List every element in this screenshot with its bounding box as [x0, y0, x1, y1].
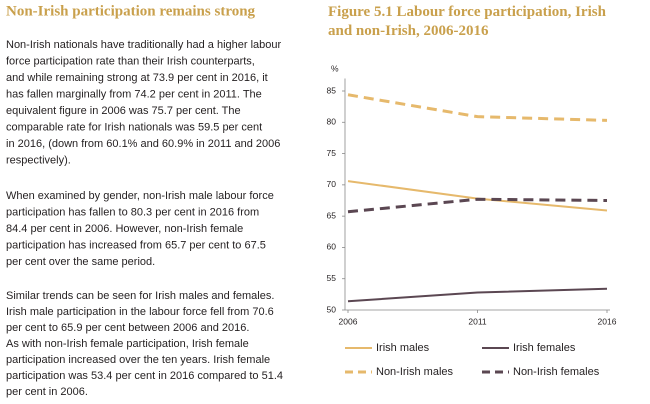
- y-tick-label: 70: [327, 179, 337, 189]
- body-line: comparable rate for Irish nationals was …: [6, 121, 262, 133]
- body-line: per cent to 65.9 per cent between 2006 a…: [6, 322, 249, 334]
- body-line: participation has increased from 65.7 pe…: [6, 239, 266, 251]
- series-line: [347, 287, 608, 303]
- series-line: [347, 197, 608, 214]
- body-line: in 2016, (down from 60.1% and 60.9% in 2…: [6, 138, 280, 150]
- legend-label: Non-Irish males: [376, 366, 454, 378]
- y-axis-label: %: [331, 63, 339, 73]
- y-tick-label: 60: [327, 242, 337, 252]
- y-tick-label: 50: [327, 304, 337, 314]
- legend-label: Non-Irish females: [513, 366, 600, 378]
- y-tick-label: 80: [327, 117, 337, 127]
- body-line: participation was 53.4 per cent in 2016 …: [6, 370, 283, 382]
- series-line: [347, 93, 608, 122]
- y-tick-label: 65: [327, 210, 337, 220]
- body-line: participation has fallen to 80.3 per cen…: [6, 206, 259, 218]
- body-line: force participation rate than their Iris…: [6, 55, 255, 67]
- body-line: When examined by gender, non-Irish male …: [6, 190, 274, 202]
- body-line: has fallen marginally from 74.2 per cent…: [6, 88, 262, 100]
- body-line: Similar trends can be seen for Irish mal…: [6, 290, 274, 302]
- legend-label: Irish males: [376, 342, 430, 354]
- body-line: As with non-Irish female participation, …: [6, 338, 249, 350]
- body-line: respectively).: [6, 154, 71, 166]
- body-line: per cent in 2006.: [6, 386, 88, 398]
- x-tick-label: 2016: [598, 316, 617, 326]
- body-line: 84.4 per cent in 2006. However, non-Iris…: [6, 223, 243, 235]
- body-line: equivalent figure in 2006 was 75.7 per c…: [6, 105, 241, 117]
- x-tick-label: 2011: [468, 316, 487, 326]
- body-line: participation increased over the ten yea…: [6, 354, 270, 366]
- body-line: Non-Irish nationals have traditionally h…: [6, 39, 282, 51]
- y-tick-label: 85: [327, 85, 337, 95]
- x-tick-label: 2006: [339, 316, 358, 326]
- body-line: Irish male participation in the labour f…: [6, 306, 274, 318]
- body-line: and while remaining strong at 73.9 per c…: [6, 72, 268, 84]
- chart-title: Figure 5.1 Labour force participation, I…: [328, 4, 607, 39]
- series-line: [347, 180, 608, 212]
- legend-label: Irish females: [513, 342, 576, 354]
- body-line: per cent over the same period.: [6, 256, 155, 268]
- y-tick-label: 75: [327, 148, 337, 158]
- heading: Non-Irish participation remains strong: [6, 3, 256, 19]
- y-tick-label: 55: [327, 273, 337, 283]
